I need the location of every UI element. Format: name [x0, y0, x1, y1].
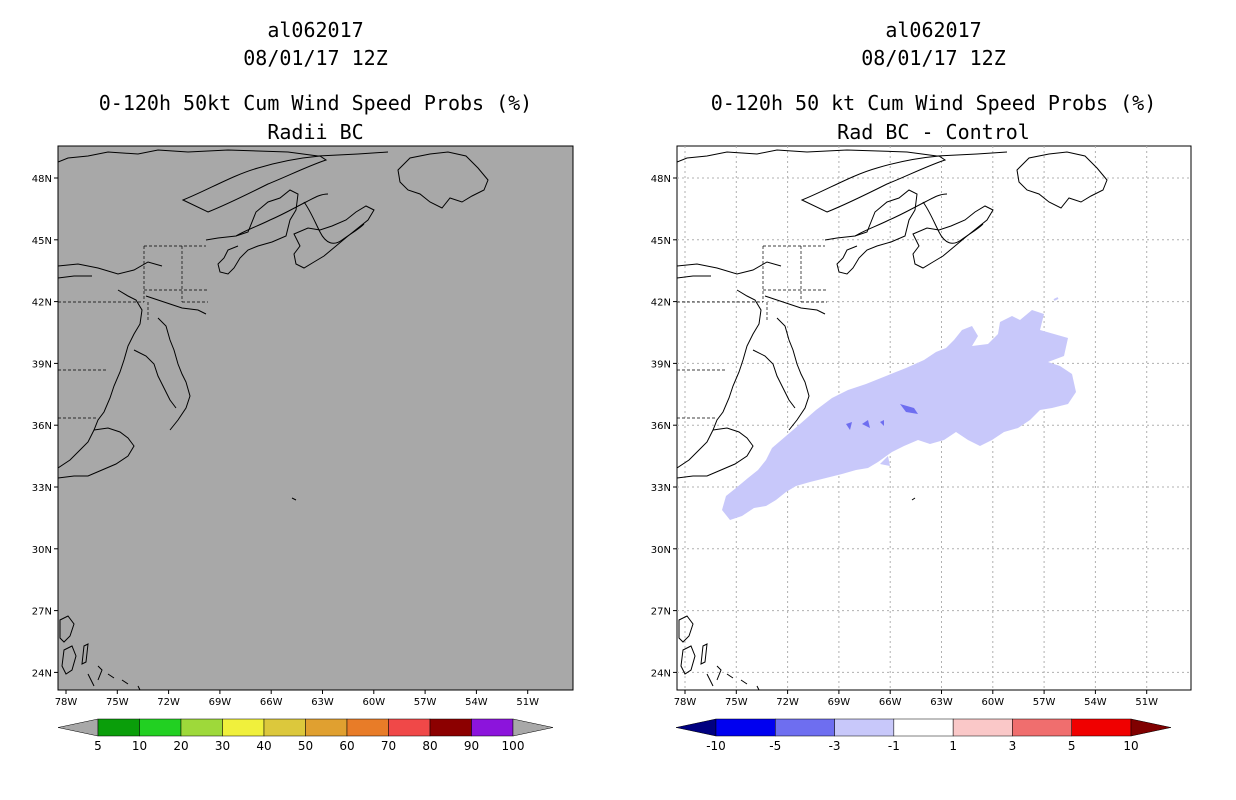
- colorbar-label: -1: [888, 739, 900, 753]
- lon-tick-label: 63W: [311, 697, 334, 708]
- colorbar-label: 10: [1123, 739, 1138, 753]
- lat-tick-label: 48N: [651, 174, 671, 185]
- left-product-title: 0-120h 50kt Cum Wind Speed Probs (%): [98, 91, 533, 115]
- colorbar-right-arrow: [512, 718, 554, 737]
- colorbar-label: 3: [1009, 739, 1017, 753]
- left-storm-id: al062017: [267, 18, 364, 42]
- lat-tick-label: 30N: [651, 545, 671, 556]
- lon-tick-label: 63W: [930, 697, 953, 708]
- lat-tick-label: 48N: [32, 174, 52, 185]
- right-datetime: 08/01/17 12Z: [861, 46, 1006, 70]
- colorbar-segment: [775, 718, 835, 737]
- lat-tick-label: 45N: [651, 236, 671, 247]
- colorbar-label: -10: [706, 739, 726, 753]
- lon-tick-label: 54W: [1084, 697, 1107, 708]
- probability-difference-spot: [880, 420, 884, 426]
- colorbar-segment: [834, 718, 895, 737]
- colorbar-label: 100: [502, 739, 525, 753]
- lat-tick-label: 27N: [32, 607, 52, 618]
- colorbar-label: 40: [256, 739, 271, 753]
- colorbar-right-arrow: [1130, 718, 1172, 737]
- lat-tick-label: 39N: [651, 359, 671, 370]
- lon-tick-label: 66W: [260, 697, 283, 708]
- colorbar-label: 60: [339, 739, 354, 753]
- lat-tick-label: 36N: [32, 421, 52, 432]
- colorbar-label: 5: [94, 739, 102, 753]
- lon-tick-label: 72W: [157, 697, 180, 708]
- colorbar-segment: [1071, 718, 1132, 737]
- colorbar-left-arrow: [675, 718, 717, 737]
- lat-tick-label: 39N: [32, 359, 52, 370]
- lat-tick-label: 42N: [651, 298, 671, 309]
- colorbar-label: 90: [464, 739, 479, 753]
- colorbar-segment: [893, 718, 954, 737]
- colorbar-segment: [952, 718, 1013, 737]
- lon-tick-label: 60W: [981, 697, 1004, 708]
- probability-difference-spot: [862, 420, 870, 428]
- right-storm-id: al062017: [885, 18, 982, 42]
- colorbar-segment: [1012, 718, 1072, 737]
- lat-tick-label: 45N: [32, 236, 52, 247]
- probability-difference-spot: [900, 404, 918, 414]
- lon-tick-label: 54W: [465, 697, 488, 708]
- lon-tick-label: 57W: [414, 697, 437, 708]
- lat-tick-label: 42N: [32, 298, 52, 309]
- right-subtitle: Rad BC - Control: [837, 120, 1030, 144]
- lon-tick-label: 60W: [362, 697, 385, 708]
- lat-tick-label: 33N: [32, 483, 52, 494]
- lat-tick-label: 30N: [32, 545, 52, 556]
- colorbar-label: 50: [298, 739, 313, 753]
- lon-tick-label: 51W: [516, 697, 539, 708]
- colorbar-label: -3: [829, 739, 841, 753]
- left-subtitle: Radii BC: [267, 120, 364, 144]
- colorbar-label: 1: [949, 739, 957, 753]
- colorbar-label: 70: [381, 739, 396, 753]
- lat-tick-label: 33N: [651, 483, 671, 494]
- colorbar-segment: [715, 718, 776, 737]
- lat-tick-label: 36N: [651, 421, 671, 432]
- colorbar-label: -5: [769, 739, 781, 753]
- lon-tick-label: 66W: [879, 697, 902, 708]
- lon-tick-label: 78W: [674, 697, 697, 708]
- left-datetime: 08/01/17 12Z: [243, 46, 388, 70]
- colorbar-label: 30: [215, 739, 230, 753]
- probability-difference-spot: [846, 422, 852, 430]
- lon-tick-label: 51W: [1135, 697, 1158, 708]
- lon-tick-label: 72W: [776, 697, 799, 708]
- probability-difference-region: [722, 310, 1076, 520]
- lon-tick-label: 75W: [106, 697, 129, 708]
- lon-tick-label: 69W: [828, 697, 851, 708]
- lon-tick-label: 69W: [209, 697, 232, 708]
- lon-tick-label: 78W: [55, 697, 78, 708]
- left-map-background: [57, 145, 574, 691]
- lat-tick-label: 24N: [32, 668, 52, 679]
- lat-tick-label: 24N: [651, 668, 671, 679]
- colorbar-label: 5: [1068, 739, 1076, 753]
- lat-tick-label: 27N: [651, 607, 671, 618]
- lon-tick-label: 75W: [725, 697, 748, 708]
- colorbar-label: 20: [173, 739, 188, 753]
- right-product-title: 0-120h 50 kt Cum Wind Speed Probs (%): [710, 91, 1157, 115]
- colorbar-label: 10: [132, 739, 147, 753]
- lon-tick-label: 57W: [1033, 697, 1056, 708]
- colorbar-label: 80: [422, 739, 437, 753]
